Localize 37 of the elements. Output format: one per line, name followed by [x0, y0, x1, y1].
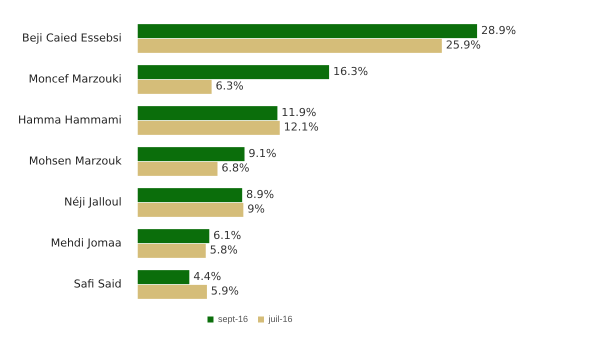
data-label: 11.9% — [281, 106, 316, 119]
y-tick-label: Moncef Marzouki — [28, 72, 122, 86]
data-label: 9.1% — [248, 146, 276, 160]
bar — [138, 188, 242, 202]
bar — [138, 80, 212, 94]
data-label: 6.3% — [216, 80, 244, 93]
data-label: 9% — [247, 202, 265, 216]
bar — [138, 106, 278, 120]
data-label: 8.9% — [246, 188, 274, 201]
y-tick-label: Néji Jalloul — [64, 195, 122, 208]
bar — [138, 24, 478, 38]
data-label: 25.9% — [446, 38, 481, 52]
bar — [138, 202, 244, 217]
data-label: 5.8% — [210, 244, 238, 257]
bar — [138, 65, 330, 80]
y-tick-label: Hamma Hammami — [18, 113, 122, 126]
y-tick-label: Safi Said — [74, 277, 122, 290]
y-tick-label: Mohsen Marzouk — [28, 154, 122, 168]
data-label: 6.1% — [213, 228, 242, 242]
bar — [138, 229, 210, 244]
data-label: 5.9% — [210, 284, 239, 298]
bar — [138, 147, 245, 162]
data-label: 12.1% — [284, 120, 319, 134]
legend-label: juil-16 — [268, 314, 293, 324]
y-tick-label: Beji Caied Essebsi — [22, 31, 122, 44]
bar — [138, 162, 218, 176]
bar — [138, 284, 207, 299]
bar — [138, 38, 442, 53]
data-label: 6.8% — [222, 162, 250, 175]
data-label: 28.9% — [481, 24, 516, 37]
bar — [138, 120, 280, 135]
bar — [138, 244, 206, 258]
legend-label: sept-16 — [218, 314, 248, 324]
bar — [138, 270, 190, 284]
data-label: 16.3% — [333, 64, 368, 78]
data-label: 4.4% — [193, 270, 222, 283]
y-tick-label: Mehdi Jomaa — [50, 236, 122, 250]
